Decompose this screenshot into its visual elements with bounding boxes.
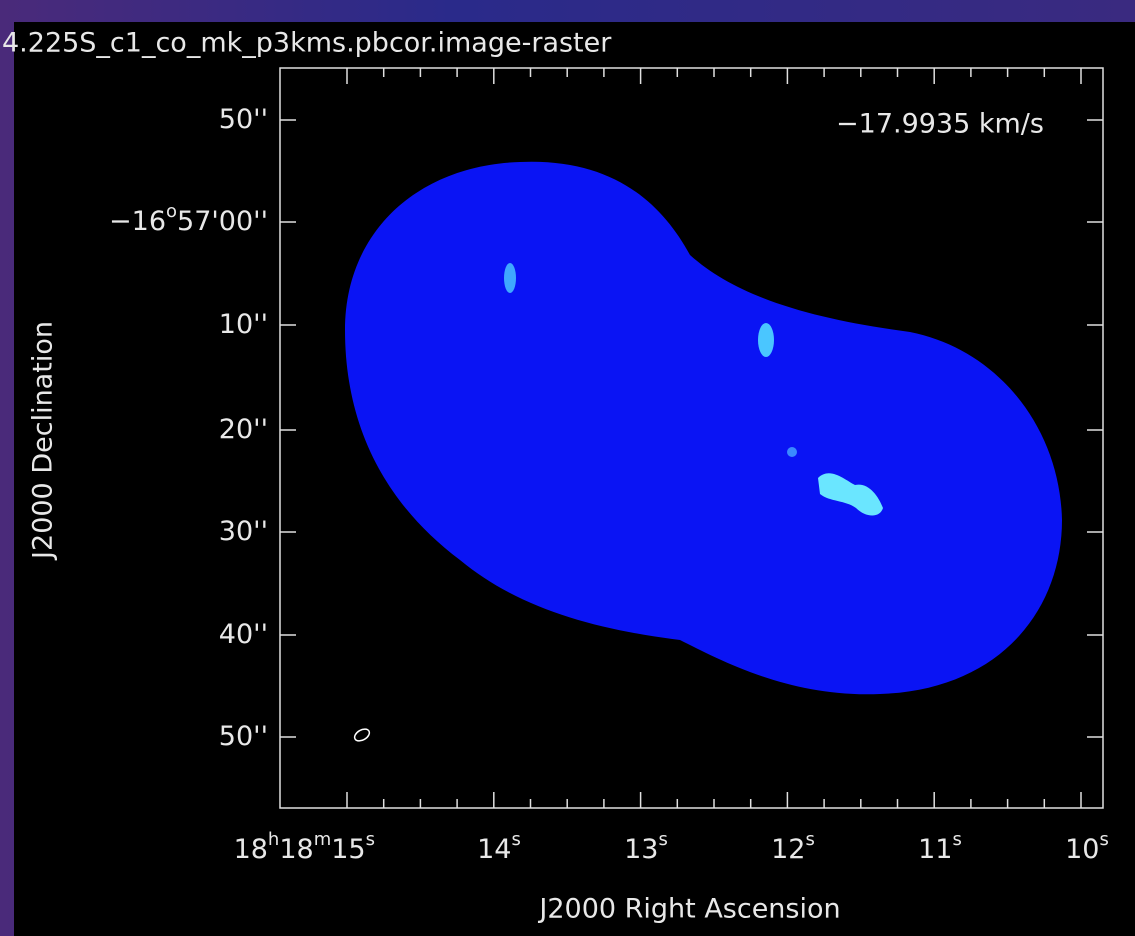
label-part: 40''	[219, 619, 268, 650]
label-part: 13	[624, 834, 658, 865]
tick-label: 18h18m15s	[234, 829, 375, 865]
bright-spot	[758, 323, 774, 357]
velocity-annotation: −17.9935 km/s	[836, 109, 1044, 140]
tick-label: 50''	[219, 721, 268, 752]
label-part: 57'00''	[177, 206, 268, 237]
superscript: s	[952, 829, 961, 850]
superscript: s	[805, 829, 814, 850]
superscript: h	[268, 829, 279, 850]
superscript: o	[166, 201, 177, 222]
label-part: 12	[771, 834, 805, 865]
label-part: 10''	[219, 309, 268, 340]
label-part: 11	[918, 834, 952, 865]
page: 4.225S_c1_co_mk_p3kms.pbcor.image-raster…	[0, 0, 1135, 936]
label-part: 30''	[219, 516, 268, 547]
y-axis-label: J2000 Declination	[28, 321, 59, 561]
superscript: s	[658, 829, 667, 850]
label-part: 10	[1065, 834, 1099, 865]
viewer: 4.225S_c1_co_mk_p3kms.pbcor.image-raster…	[0, 0, 1135, 936]
superscript: s	[511, 829, 520, 850]
superscript: s	[366, 829, 375, 850]
label-part: 15	[331, 834, 365, 865]
tick-label: 20''	[219, 414, 268, 445]
bright-spot	[504, 263, 516, 293]
label-part: 14	[477, 834, 511, 865]
tick-label: 30''	[219, 516, 268, 547]
tick-label: 40''	[219, 619, 268, 650]
label-part: 18	[234, 834, 268, 865]
x-axis-label: J2000 Right Ascension	[537, 894, 840, 925]
superscript: s	[1099, 829, 1108, 850]
superscript: m	[314, 829, 332, 850]
tick-label: 10''	[219, 309, 268, 340]
label-part: 50''	[219, 104, 268, 135]
image-title: 4.225S_c1_co_mk_p3kms.pbcor.image-raster	[2, 28, 612, 59]
label-part: 18	[279, 834, 313, 865]
tick-label: 50''	[219, 104, 268, 135]
tick-label: −16o57'00''	[109, 201, 268, 237]
label-part: 20''	[219, 414, 268, 445]
label-part: 50''	[219, 721, 268, 752]
bright-spot	[787, 447, 797, 457]
label-part: −16	[109, 206, 166, 237]
